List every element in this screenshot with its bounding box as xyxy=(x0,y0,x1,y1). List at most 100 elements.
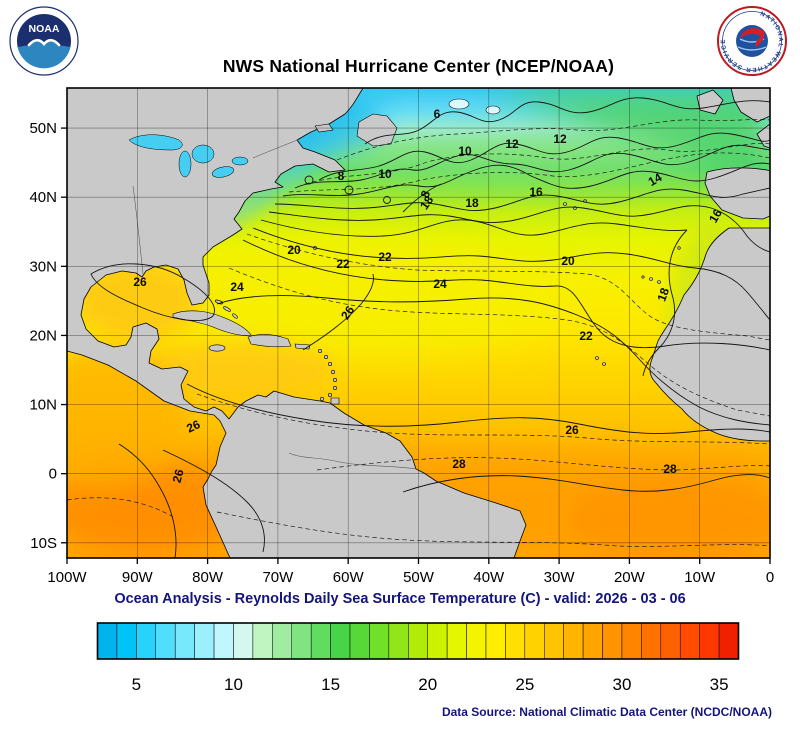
noaa-logo-sea xyxy=(17,40,71,69)
colorbar-segment xyxy=(563,622,584,660)
colorbar-tick-label: 5 xyxy=(132,675,141,694)
colorbar-segment xyxy=(602,622,623,660)
colorbar-segment xyxy=(155,622,176,660)
grid-lines xyxy=(66,88,771,558)
colorbar-segment xyxy=(582,622,603,660)
contour-lines xyxy=(67,97,770,558)
colorbar-tick-label: 15 xyxy=(321,675,340,694)
noaa-logo: NOAA xyxy=(9,6,79,76)
colorbar-tick-label: 10 xyxy=(224,675,243,694)
contour-label: 24 xyxy=(230,280,244,294)
colorbar-segment xyxy=(699,622,720,660)
france-land xyxy=(756,123,770,149)
colorbar-segment xyxy=(388,622,409,660)
colorbar-segment xyxy=(408,622,428,660)
colorbar-segment xyxy=(524,622,545,660)
contour-label: 10 xyxy=(458,144,472,158)
colorbar-segment xyxy=(349,622,370,660)
x-tick-label: 30W xyxy=(544,569,576,585)
colorbar-segment xyxy=(272,622,292,660)
contour-label: 28 xyxy=(452,457,466,471)
y-tick-label: 10N xyxy=(29,397,57,414)
colorbar-segment xyxy=(330,622,351,660)
colorbar-tick-label: 25 xyxy=(515,675,534,694)
x-tick-label: 80W xyxy=(192,569,224,585)
contour-label: 20 xyxy=(561,254,575,268)
contour-label: 16 xyxy=(706,206,725,225)
cold-eddy xyxy=(485,105,501,115)
colorbar-segment xyxy=(544,622,564,660)
y-tick-label: 30N xyxy=(29,258,57,275)
colorbar-segment xyxy=(427,622,448,660)
noaa-gull-icon xyxy=(27,38,61,47)
colorbar-segment xyxy=(97,622,118,660)
contour-label: 18 xyxy=(465,196,479,210)
colorbar-segment xyxy=(174,622,195,660)
y-tick-label: 50N xyxy=(29,120,57,137)
iberia-land xyxy=(704,167,770,220)
rivers xyxy=(132,138,418,470)
y-tick-label: 0 xyxy=(49,466,57,483)
newfoundland-island xyxy=(356,113,398,147)
contour-label: 26 xyxy=(170,467,187,484)
colorbar-tick-label: 35 xyxy=(710,675,729,694)
y-tick-label: 20N xyxy=(29,327,57,344)
colorbar-segment xyxy=(505,622,526,660)
y-tick-label: 40N xyxy=(29,189,57,206)
contour-label: 26 xyxy=(133,275,147,289)
colorbar-segment xyxy=(641,622,662,660)
colorbar-frame xyxy=(96,622,740,660)
cold-eddy xyxy=(448,98,470,110)
great-lakes xyxy=(128,134,249,178)
x-tick-label: 20W xyxy=(614,569,646,585)
contour-label: 12 xyxy=(553,132,567,146)
colorbar-segment xyxy=(679,622,700,660)
colorbar-segment xyxy=(369,622,390,660)
colorbar-segment xyxy=(291,622,312,660)
colorbar: 5 10 15 20 25 30 35 xyxy=(96,622,740,694)
contour-label: 26 xyxy=(565,423,579,437)
x-tick-label: 10W xyxy=(684,569,716,585)
colorbar-segment xyxy=(660,622,681,660)
contour-label: 22 xyxy=(579,329,593,343)
colorbar-segment xyxy=(252,622,273,660)
contour-label: 6 xyxy=(434,107,441,121)
map-frame xyxy=(66,87,771,559)
colorbar-segment xyxy=(310,622,331,660)
africa-landmass xyxy=(649,227,770,442)
colorbar-segment xyxy=(233,622,254,660)
page-title: NWS National Hurricane Center (NCEP/NOAA… xyxy=(222,56,615,76)
colorbar-segment xyxy=(446,622,467,660)
colorbar-segment xyxy=(213,622,234,660)
nws-hurricane-icon xyxy=(740,28,765,47)
map-subtitle: Ocean Analysis - Reynolds Daily Sea Surf… xyxy=(114,591,686,607)
colorbar-segment xyxy=(136,622,157,660)
colorbar-segment xyxy=(116,622,137,660)
colorbar-tick-label: 30 xyxy=(612,675,631,694)
x-tick-label: 100W xyxy=(47,569,87,585)
contour-label: 22 xyxy=(378,250,392,264)
nws-logo: NATIONAL WEATHER SERVICE xyxy=(717,6,787,76)
americas-landmass xyxy=(67,88,527,558)
contour-label: 14 xyxy=(646,170,665,189)
x-tick-label: 90W xyxy=(122,569,154,585)
x-tick-label: 40W xyxy=(473,569,505,585)
noaa-logo-text: NOAA xyxy=(29,23,60,35)
britain-land xyxy=(730,88,770,123)
x-tick-label: 0 xyxy=(766,569,774,585)
contour-label: 18 xyxy=(654,286,672,304)
colorbar-segment xyxy=(718,622,739,660)
contour-label: 16 xyxy=(529,185,543,199)
map-content xyxy=(67,88,770,558)
contour-label: 26 xyxy=(184,417,202,435)
colorbar-tick-label: 20 xyxy=(418,675,437,694)
contour-label: 8 xyxy=(338,169,345,183)
data-source-note: Data Source: National Climatic Data Cent… xyxy=(441,705,772,719)
colorbar-segment xyxy=(194,622,215,660)
colorbar-segment xyxy=(621,622,642,660)
caribbean-islands xyxy=(172,299,340,405)
colorbar-segment xyxy=(485,622,506,660)
axis-labels: 100W 90W 80W 70W 60W 50W 40W 30W 20W 10W 0 50N 40N 30… xyxy=(29,120,774,585)
